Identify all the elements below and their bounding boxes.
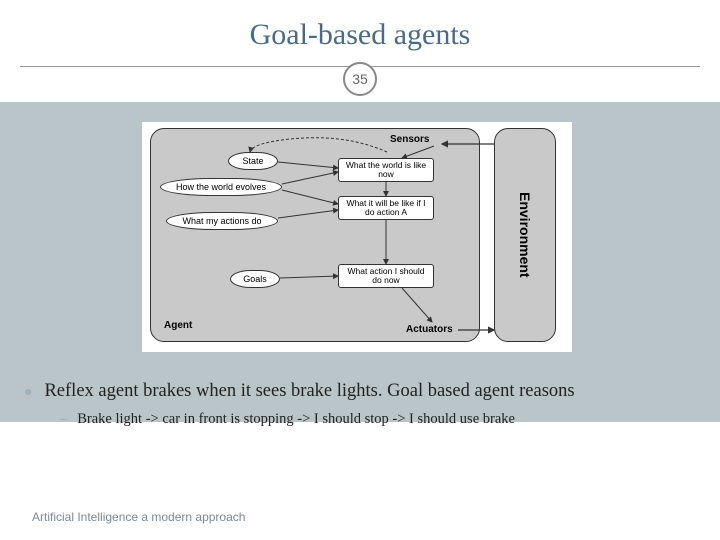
page-title: Goal-based agents <box>0 18 720 52</box>
dash-icon: – <box>60 411 67 428</box>
node-world-now: What the world is like now <box>338 158 434 182</box>
node-evolves: How the world evolves <box>160 178 282 196</box>
agent-diagram: Environment State How the world evolves … <box>142 122 572 352</box>
slide: Goal-based agents 35 Environment State H… <box>0 0 720 540</box>
agent-label: Agent <box>164 320 192 331</box>
node-actions: What my actions do <box>166 212 278 230</box>
bullet-main: ● Reflex agent brakes when it sees brake… <box>24 380 696 403</box>
title-area: Goal-based agents <box>0 0 720 52</box>
actuators-label: Actuators <box>406 324 453 335</box>
bullet-sub: – Brake light -> car in front is stoppin… <box>60 411 696 428</box>
node-action-now: What action I should do now <box>338 264 434 288</box>
environment-label: Environment <box>517 192 533 278</box>
node-will-be: What it will be like if I do action A <box>338 196 434 220</box>
sensors-label: Sensors <box>390 134 429 145</box>
environment-container: Environment <box>494 128 556 342</box>
page-number-circle: 35 <box>343 62 377 96</box>
bullet-dot-icon: ● <box>24 384 32 403</box>
node-goals: Goals <box>230 270 280 288</box>
bullet-list: ● Reflex agent brakes when it sees brake… <box>24 380 696 428</box>
bullet-main-text: Reflex agent brakes when it sees brake l… <box>44 380 574 403</box>
node-state: State <box>228 152 278 170</box>
footer-text: Artificial Intelligence a modern approac… <box>32 510 245 524</box>
page-number: 35 <box>352 71 368 87</box>
bullet-sub-text: Brake light -> car in front is stopping … <box>77 411 515 428</box>
